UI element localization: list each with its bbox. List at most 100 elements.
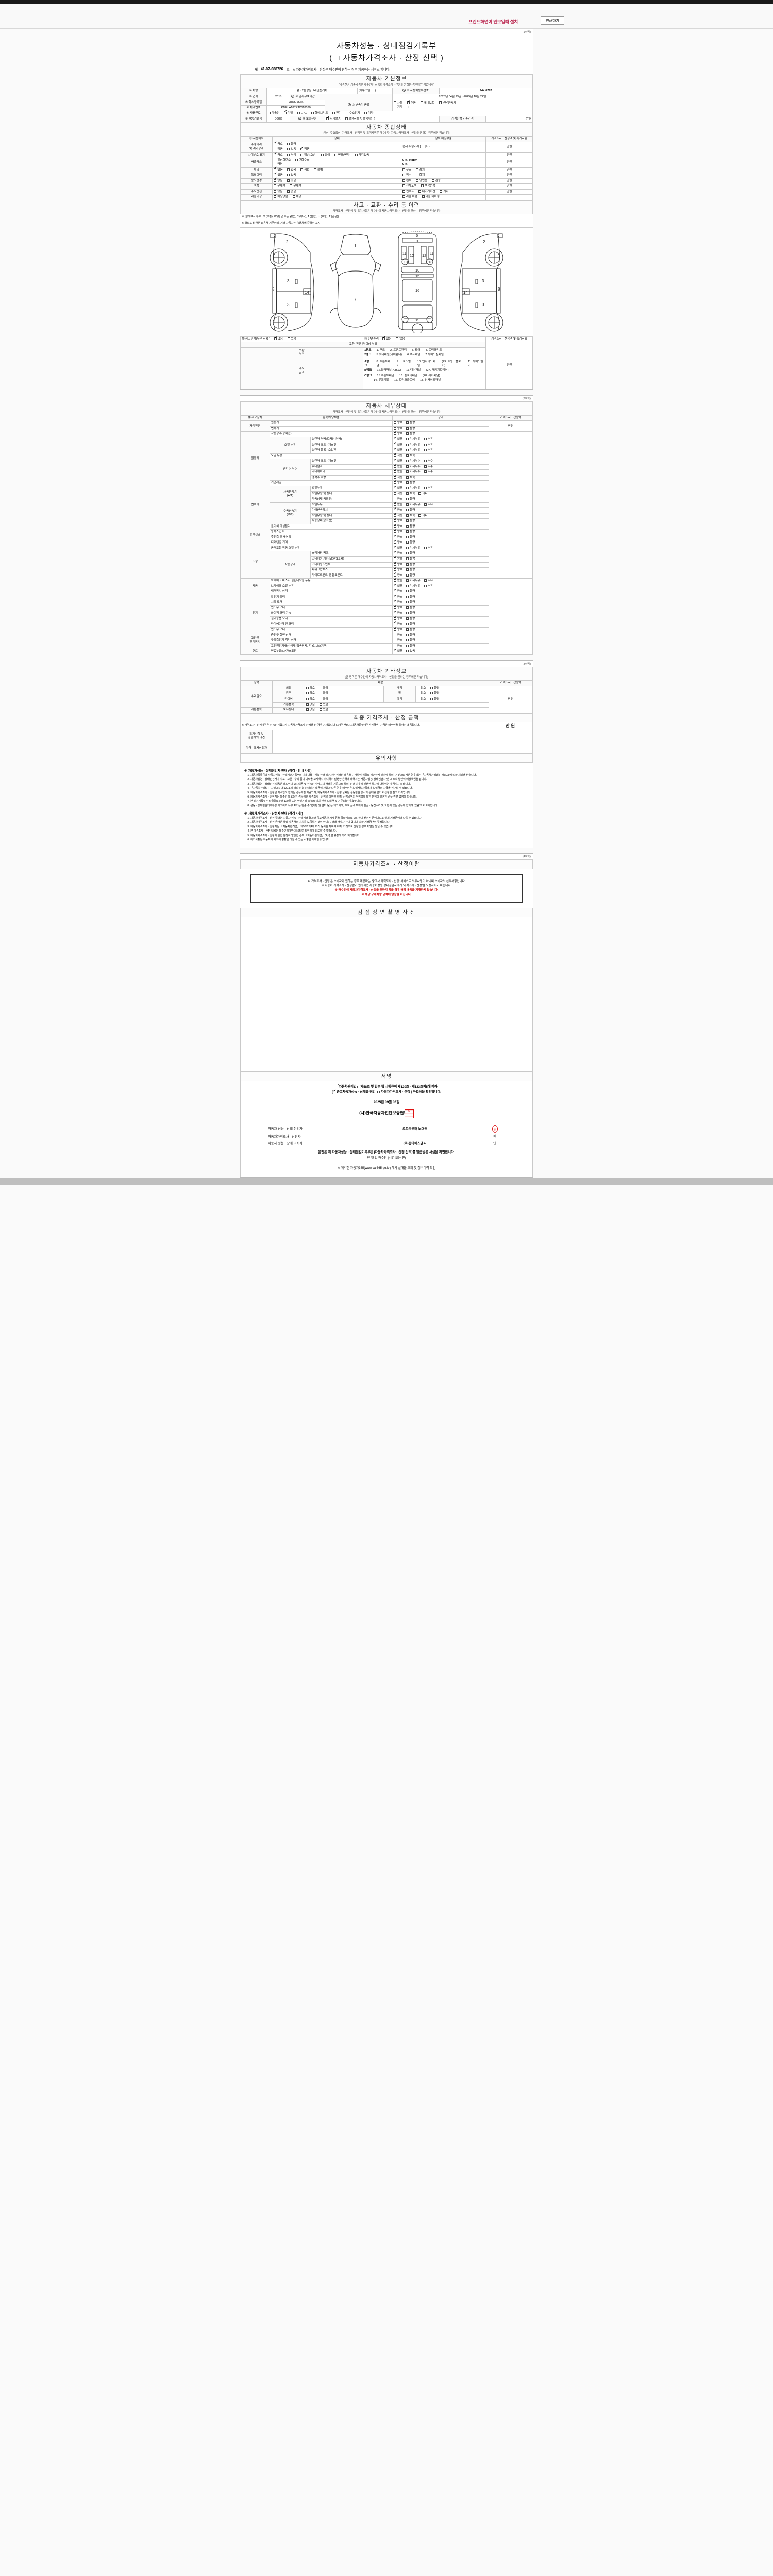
checkbox-불량[interactable]: 불량 [406, 557, 415, 562]
checkbox-불량[interactable]: 불량 [406, 421, 415, 426]
checkbox-many[interactable]: 많음 [274, 148, 283, 152]
checkbox-불량[interactable]: 불량 [406, 622, 415, 627]
checkbox-미세누수[interactable]: 미세누수 [406, 465, 421, 469]
checkbox-양호[interactable]: 양호 [393, 556, 402, 562]
checkbox-불량[interactable]: 불량 [406, 563, 415, 567]
checkbox-양호[interactable]: 양호 [393, 600, 402, 605]
checkbox-양호[interactable]: 양호 [393, 529, 402, 534]
checkbox-누수[interactable]: 누수 [424, 460, 433, 464]
checkbox-불량[interactable]: 불량 [406, 481, 415, 485]
checkbox-vin-altered[interactable]: 변조(변타) [334, 153, 350, 158]
checkbox-insurance-warranty[interactable]: 보험사보증 보험사( ) [345, 117, 375, 122]
checkbox-양호[interactable]: 양호 [393, 589, 402, 594]
checkbox-recall-na[interactable]: 해당없음 [274, 194, 288, 199]
checkbox-양호[interactable]: 양호 [393, 524, 402, 529]
checkbox-누유[interactable]: 누유 [424, 503, 433, 507]
checkbox-적정[interactable]: 적정 [393, 492, 402, 496]
checkbox-glass-good[interactable]: 양호 [417, 697, 426, 702]
checkbox-lpg[interactable]: LPG [297, 111, 307, 116]
checkbox-opt-other[interactable]: 기타 [440, 190, 448, 194]
checkbox-부족[interactable]: 부족 [406, 514, 415, 518]
checkbox-있음[interactable]: 있음 [406, 650, 415, 654]
checkbox-auto[interactable]: 자동 [393, 101, 402, 106]
checkbox-없음[interactable]: 없음 [393, 584, 402, 589]
checkbox-없음[interactable]: 없음 [393, 437, 402, 442]
checkbox-tire-bad[interactable]: 불량 [319, 697, 328, 702]
checkbox-selfwarranty[interactable]: 자기보증 [326, 116, 341, 122]
checkbox-없음[interactable]: 없음 [393, 502, 402, 507]
install-link[interactable]: 프린트화면이 안보일때 설치 [468, 19, 518, 24]
checkbox-양호[interactable]: 양호 [393, 616, 402, 621]
checkbox-부족[interactable]: 부족 [406, 476, 415, 480]
checkbox-누유[interactable]: 누유 [424, 584, 433, 589]
checkbox-양호[interactable]: 양호 [393, 621, 402, 627]
checkbox-vin-corrosion[interactable]: 부식 [287, 153, 296, 158]
checkbox-누수[interactable]: 누수 [424, 470, 433, 474]
checkbox-hybrid[interactable]: 하이브리드 [311, 111, 328, 116]
checkbox-적정[interactable]: 적정 [393, 453, 402, 459]
checkbox-양호[interactable]: 양호 [393, 605, 402, 611]
checkbox-누유[interactable]: 누유 [424, 486, 433, 491]
checkbox-semiauto[interactable]: 세미오토 [420, 101, 434, 106]
checkbox-양호[interactable]: 양호 [393, 639, 402, 643]
checkbox-양호[interactable]: 양호 [393, 518, 402, 523]
checkbox-glass-bad[interactable]: 불량 [430, 697, 439, 702]
checkbox-양호[interactable]: 양호 [393, 551, 402, 556]
checkbox-sunroof[interactable]: 썬루프 [402, 190, 414, 194]
checkbox-tuning-legal[interactable]: 적법 [300, 168, 309, 173]
checkbox-vin-good[interactable]: 양호 [274, 152, 283, 158]
checkbox-없음[interactable]: 없음 [393, 649, 402, 654]
checkbox-없음[interactable]: 없음 [393, 578, 402, 583]
checkbox-performance-check[interactable] [333, 1090, 336, 1094]
checkbox-fuel-other[interactable]: 기타 [364, 111, 373, 116]
checkbox-bad[interactable]: 불량 [287, 142, 296, 147]
checkbox-미세누유[interactable]: 미세누유 [406, 486, 421, 491]
checkbox-hc[interactable]: 탄화수소 [295, 159, 309, 163]
checkbox-없음[interactable]: 없음 [393, 459, 402, 464]
checkbox-불량[interactable]: 불량 [406, 639, 415, 643]
checkbox-부족[interactable]: 부족 [406, 454, 415, 459]
checkbox-recall-done[interactable]: 리콜 이행 [402, 195, 417, 199]
checkbox-불량[interactable]: 불량 [406, 427, 415, 431]
checkbox-smoke[interactable]: 매연 [274, 162, 283, 167]
checkbox-fullpaint[interactable]: 전체도색 [402, 184, 416, 189]
checkbox-recall-notdone[interactable]: 리콜 미이행 [422, 195, 440, 199]
checkbox-불량[interactable]: 불량 [406, 573, 415, 578]
checkbox-basic-none[interactable]: 없음 [306, 703, 315, 707]
checkbox-wheel-good[interactable]: 양호 [417, 692, 426, 696]
checkbox-적정[interactable]: 적정 [393, 513, 402, 518]
checkbox-special-yes[interactable]: 있음 [287, 174, 296, 178]
checkbox-과다[interactable]: 과다 [418, 514, 428, 518]
checkbox-누유[interactable]: 누유 [424, 443, 433, 448]
checkbox-미세누유[interactable]: 미세누유 [406, 503, 421, 507]
checkbox-불량[interactable]: 불량 [406, 519, 415, 523]
checkbox-good[interactable]: 양호 [274, 142, 283, 147]
checkbox-gasoline[interactable]: 가솔린 [268, 111, 279, 116]
checkbox-polish-bad[interactable]: 불량 [319, 692, 328, 696]
checkbox-ext-bad[interactable]: 불량 [319, 686, 328, 691]
checkbox-불량[interactable]: 불량 [406, 509, 415, 513]
checkbox-commercial[interactable]: 영업용 [415, 179, 427, 183]
checkbox-electric[interactable]: 전기 [332, 111, 341, 116]
checkbox-부족[interactable]: 부족 [406, 492, 415, 496]
checkbox-없음[interactable]: 없음 [393, 546, 402, 551]
checkbox-accident-none[interactable]: 없음 [274, 336, 283, 342]
checkbox-achromatic[interactable]: 무채색 [274, 184, 285, 189]
checkbox-fire[interactable]: 화재 [415, 174, 425, 178]
checkbox-미세누유[interactable]: 미세누유 [406, 579, 421, 583]
checkbox-불량[interactable]: 불량 [406, 497, 415, 502]
checkbox-int-bad[interactable]: 불량 [430, 686, 439, 691]
checkbox-미세누유[interactable]: 미세누유 [406, 437, 421, 442]
checkbox-불량[interactable]: 불량 [406, 590, 415, 594]
checkbox-accident-yes[interactable]: 있음 [287, 337, 296, 342]
checkbox-price-assessment[interactable] [377, 1091, 380, 1094]
checkbox-누유[interactable]: 누유 [424, 579, 433, 583]
checkbox-navigation[interactable]: 내비게이션 [418, 190, 435, 194]
checkbox-양호[interactable]: 양호 [393, 595, 402, 600]
checkbox-양호[interactable]: 양호 [393, 567, 402, 572]
checkbox-opt-yes[interactable]: 있음 [274, 190, 283, 194]
checkbox-manual[interactable]: 수동 [407, 100, 416, 106]
checkbox-불량[interactable]: 불량 [406, 644, 415, 649]
checkbox-없음[interactable]: 없음 [393, 442, 402, 448]
checkbox-양호[interactable]: 양호 [393, 480, 402, 485]
